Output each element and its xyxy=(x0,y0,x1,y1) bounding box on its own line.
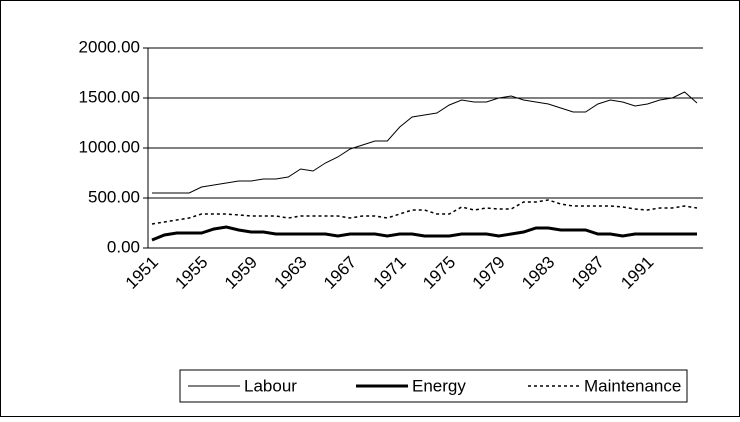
y-tick-label: 2000.00 xyxy=(79,37,140,56)
legend-label: Labour xyxy=(244,376,297,395)
y-tick-label: 500.00 xyxy=(88,187,140,206)
legend-box xyxy=(179,369,688,403)
y-tick-label: 1000.00 xyxy=(79,137,140,156)
series-line xyxy=(151,225,697,242)
legend-label: Maintenance xyxy=(584,376,681,395)
y-tick-label: 0.00 xyxy=(107,237,140,256)
legend-label: Energy xyxy=(412,376,466,395)
series-line xyxy=(152,91,698,194)
series-line xyxy=(151,199,698,225)
y-tick-label: 1500.00 xyxy=(79,87,140,106)
